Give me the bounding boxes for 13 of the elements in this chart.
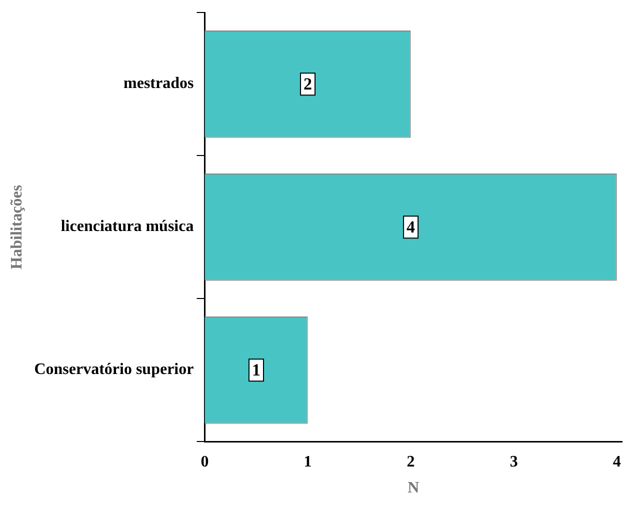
- x-tick-label: 0: [200, 453, 209, 470]
- y-tick-label: mestrados: [124, 75, 194, 92]
- x-tick-label: 1: [304, 453, 312, 470]
- x-tick-label: 2: [406, 453, 415, 470]
- x-tick-label: 3: [510, 453, 518, 470]
- y-axis-title: Habilitações: [8, 184, 26, 270]
- data-label: 2: [304, 74, 312, 94]
- y-tick-label: Conservatório superior: [34, 361, 194, 378]
- x-axis-title: N: [408, 480, 420, 497]
- y-tick-label: licenciatura música: [60, 218, 194, 236]
- data-label: 4: [406, 217, 416, 236]
- data-label: 1: [252, 360, 260, 380]
- x-tick-label: 4: [612, 453, 621, 470]
